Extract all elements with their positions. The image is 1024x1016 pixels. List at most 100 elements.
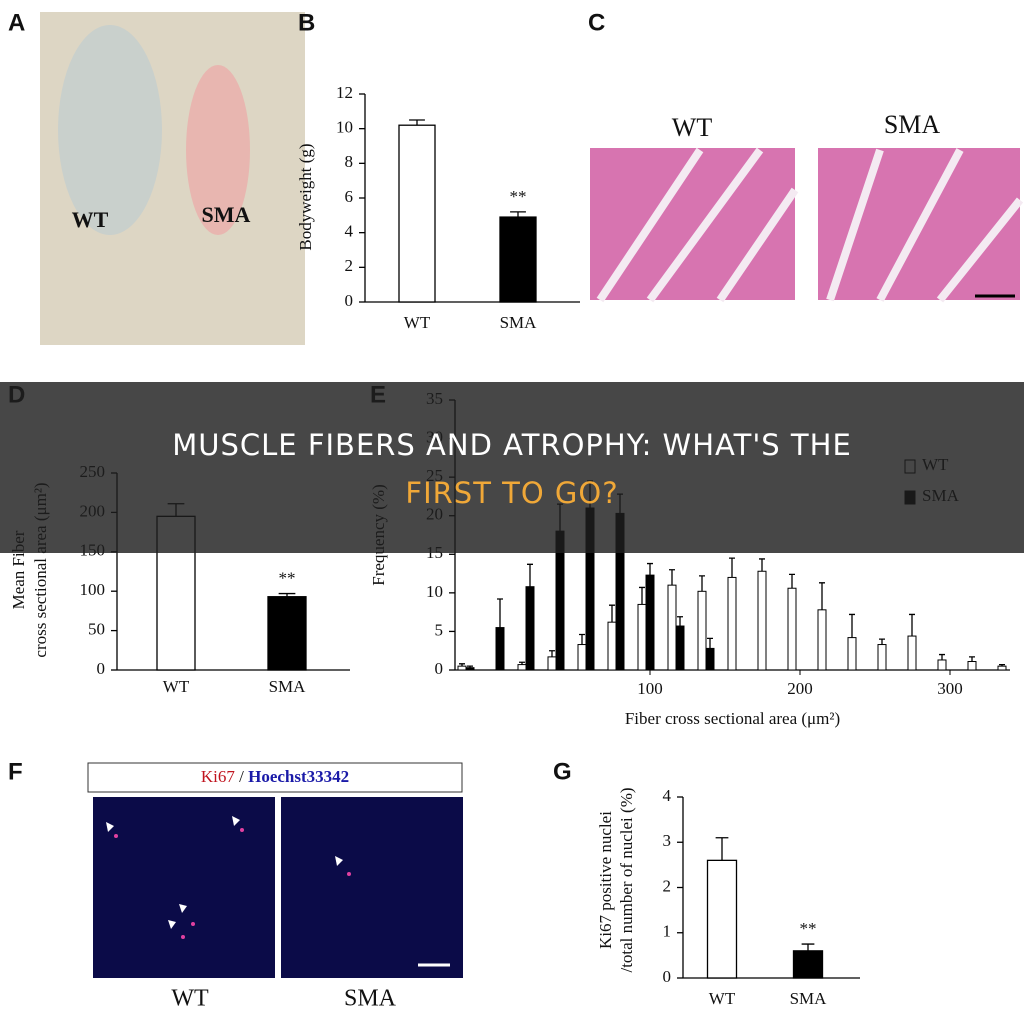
error-bar [549, 650, 555, 657]
bar [967, 661, 977, 671]
panel-label: B [298, 9, 315, 36]
stain-label: Ki67 [201, 767, 236, 786]
x-tick-label: WT [163, 677, 190, 696]
error-bar [707, 637, 713, 649]
significance: ** [279, 568, 296, 587]
error-bar [849, 613, 855, 638]
error-bar [467, 665, 473, 668]
error-bar [409, 119, 425, 126]
mouse-wt [58, 25, 162, 235]
y-tick-label: 10 [426, 582, 443, 601]
significance: ** [510, 187, 527, 206]
error-bar [715, 837, 729, 861]
error-bar [969, 656, 975, 662]
bar [577, 644, 587, 671]
stain-label: / [239, 767, 244, 786]
y-tick-label: 100 [80, 580, 106, 599]
error-bar [801, 943, 815, 951]
y-tick-label: 2 [345, 256, 354, 275]
y-tick-label: 0 [435, 659, 444, 678]
x-tick-label: WT [404, 313, 431, 332]
y-axis-label: Ki67 positive nuclei [596, 811, 615, 949]
bar [706, 859, 738, 979]
x-axis-label: Fiber cross sectional area (μm²) [625, 709, 840, 728]
bar [517, 664, 527, 671]
x-tick-label: WT [709, 989, 736, 1008]
y-tick-label: 2 [663, 876, 672, 895]
error-bar [939, 653, 945, 660]
bar [727, 576, 737, 671]
y-tick-label: 10 [336, 118, 353, 137]
error-bar [639, 586, 645, 605]
bar [787, 587, 797, 671]
error-bar [789, 573, 795, 589]
bar [267, 596, 307, 671]
error-bar [647, 562, 653, 576]
y-tick-label: 12 [336, 83, 353, 102]
mouse-sma [186, 65, 250, 235]
y-tick-label: 3 [663, 831, 672, 850]
y-tick-label: 50 [88, 620, 105, 639]
error-bar [879, 638, 885, 645]
bar [675, 625, 685, 671]
y-tick-label: 4 [663, 786, 672, 805]
bar [607, 621, 617, 671]
error-bar [519, 661, 525, 665]
bar [697, 590, 707, 671]
bar [495, 627, 505, 671]
stain-label: Hoechst33342 [248, 767, 349, 786]
error-bar [497, 598, 503, 628]
y-tick-label: 5 [435, 620, 444, 639]
panel-label: C [588, 9, 605, 36]
y-axis-label: /total number of nuclei (%) [617, 787, 636, 972]
x-tick-label: 100 [637, 679, 663, 698]
image-label: WT [672, 113, 713, 142]
y-tick-label: 0 [345, 291, 354, 310]
bar [667, 584, 677, 671]
bar [465, 667, 475, 671]
bar [637, 603, 647, 671]
photo-label: SMA [202, 202, 251, 227]
y-tick-label: 4 [345, 222, 354, 241]
banner-title: MUSCLE FIBERS AND ATROPHY: WHAT'S THE [172, 428, 852, 462]
error-bar [278, 592, 296, 597]
bar [847, 637, 857, 671]
bar [525, 586, 535, 671]
bar [398, 124, 436, 303]
error-bar [677, 616, 683, 627]
panel-label: G [553, 758, 572, 785]
fluorescence [281, 797, 463, 978]
x-tick-label: SMA [269, 677, 307, 696]
error-bar [699, 575, 705, 592]
error-bar [579, 633, 585, 645]
stain-key [87, 762, 463, 793]
bar [645, 574, 655, 671]
y-tick-label: 6 [345, 187, 354, 206]
error-bar [669, 569, 675, 586]
error-bar [510, 211, 526, 218]
error-bar [909, 613, 915, 637]
error-bar [609, 604, 615, 623]
x-tick-label: 200 [787, 679, 813, 698]
y-tick-label: 1 [663, 922, 672, 941]
bar [499, 216, 537, 303]
error-bar [819, 582, 825, 610]
image-label: SMA [884, 110, 941, 139]
bar [705, 647, 715, 671]
y-tick-label: 0 [663, 967, 672, 986]
bar [792, 950, 824, 979]
panel-label: A [8, 9, 25, 36]
error-bar [527, 563, 533, 587]
significance: ** [800, 919, 817, 938]
bar [817, 609, 827, 671]
bar [937, 659, 947, 671]
panel-label: F [8, 758, 23, 785]
y-axis-label: Bodyweight (g) [296, 143, 315, 250]
error-bar [729, 557, 735, 578]
image-label: WT [171, 986, 209, 1012]
error-bar [759, 558, 765, 572]
fiber-gaps [596, 147, 1024, 303]
bar [907, 635, 917, 671]
fluorescence [93, 797, 275, 978]
